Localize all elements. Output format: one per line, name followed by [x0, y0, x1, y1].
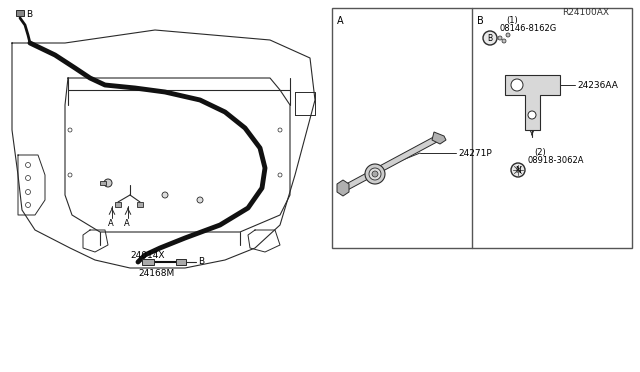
Circle shape [506, 33, 510, 37]
Text: 08146-8162G: 08146-8162G [500, 23, 557, 32]
Text: N: N [515, 166, 521, 174]
Text: (1): (1) [506, 16, 518, 25]
Text: 08918-3062A: 08918-3062A [528, 155, 584, 164]
Text: B: B [26, 10, 32, 19]
Polygon shape [432, 132, 446, 144]
Circle shape [197, 197, 203, 203]
Text: 24168M: 24168M [138, 269, 174, 279]
Text: B: B [488, 33, 493, 42]
Text: B: B [477, 16, 484, 26]
Text: A: A [337, 16, 344, 26]
Text: B: B [198, 257, 204, 266]
Text: 24236AA: 24236AA [577, 80, 618, 90]
Polygon shape [505, 75, 560, 130]
Polygon shape [337, 180, 349, 196]
Circle shape [502, 39, 506, 43]
Circle shape [498, 36, 502, 40]
Circle shape [372, 171, 378, 177]
Text: 24014X: 24014X [130, 250, 164, 260]
Circle shape [104, 179, 112, 187]
Circle shape [528, 111, 536, 119]
Circle shape [511, 163, 525, 177]
Bar [332, 8, 632, 248]
Circle shape [369, 168, 381, 180]
Text: A: A [124, 218, 130, 228]
Text: 24271P: 24271P [458, 148, 492, 157]
Bar [142, 259, 154, 265]
Text: R24100AX: R24100AX [562, 7, 609, 16]
Circle shape [162, 192, 168, 198]
Polygon shape [344, 135, 440, 190]
Bar [115, 202, 121, 207]
Circle shape [511, 79, 523, 91]
Text: A: A [108, 218, 114, 228]
Bar [100, 181, 106, 185]
Bar [176, 259, 186, 265]
Text: (2): (2) [534, 148, 546, 157]
Bar [16, 10, 24, 16]
Circle shape [365, 164, 385, 184]
Bar [137, 202, 143, 207]
Circle shape [483, 31, 497, 45]
